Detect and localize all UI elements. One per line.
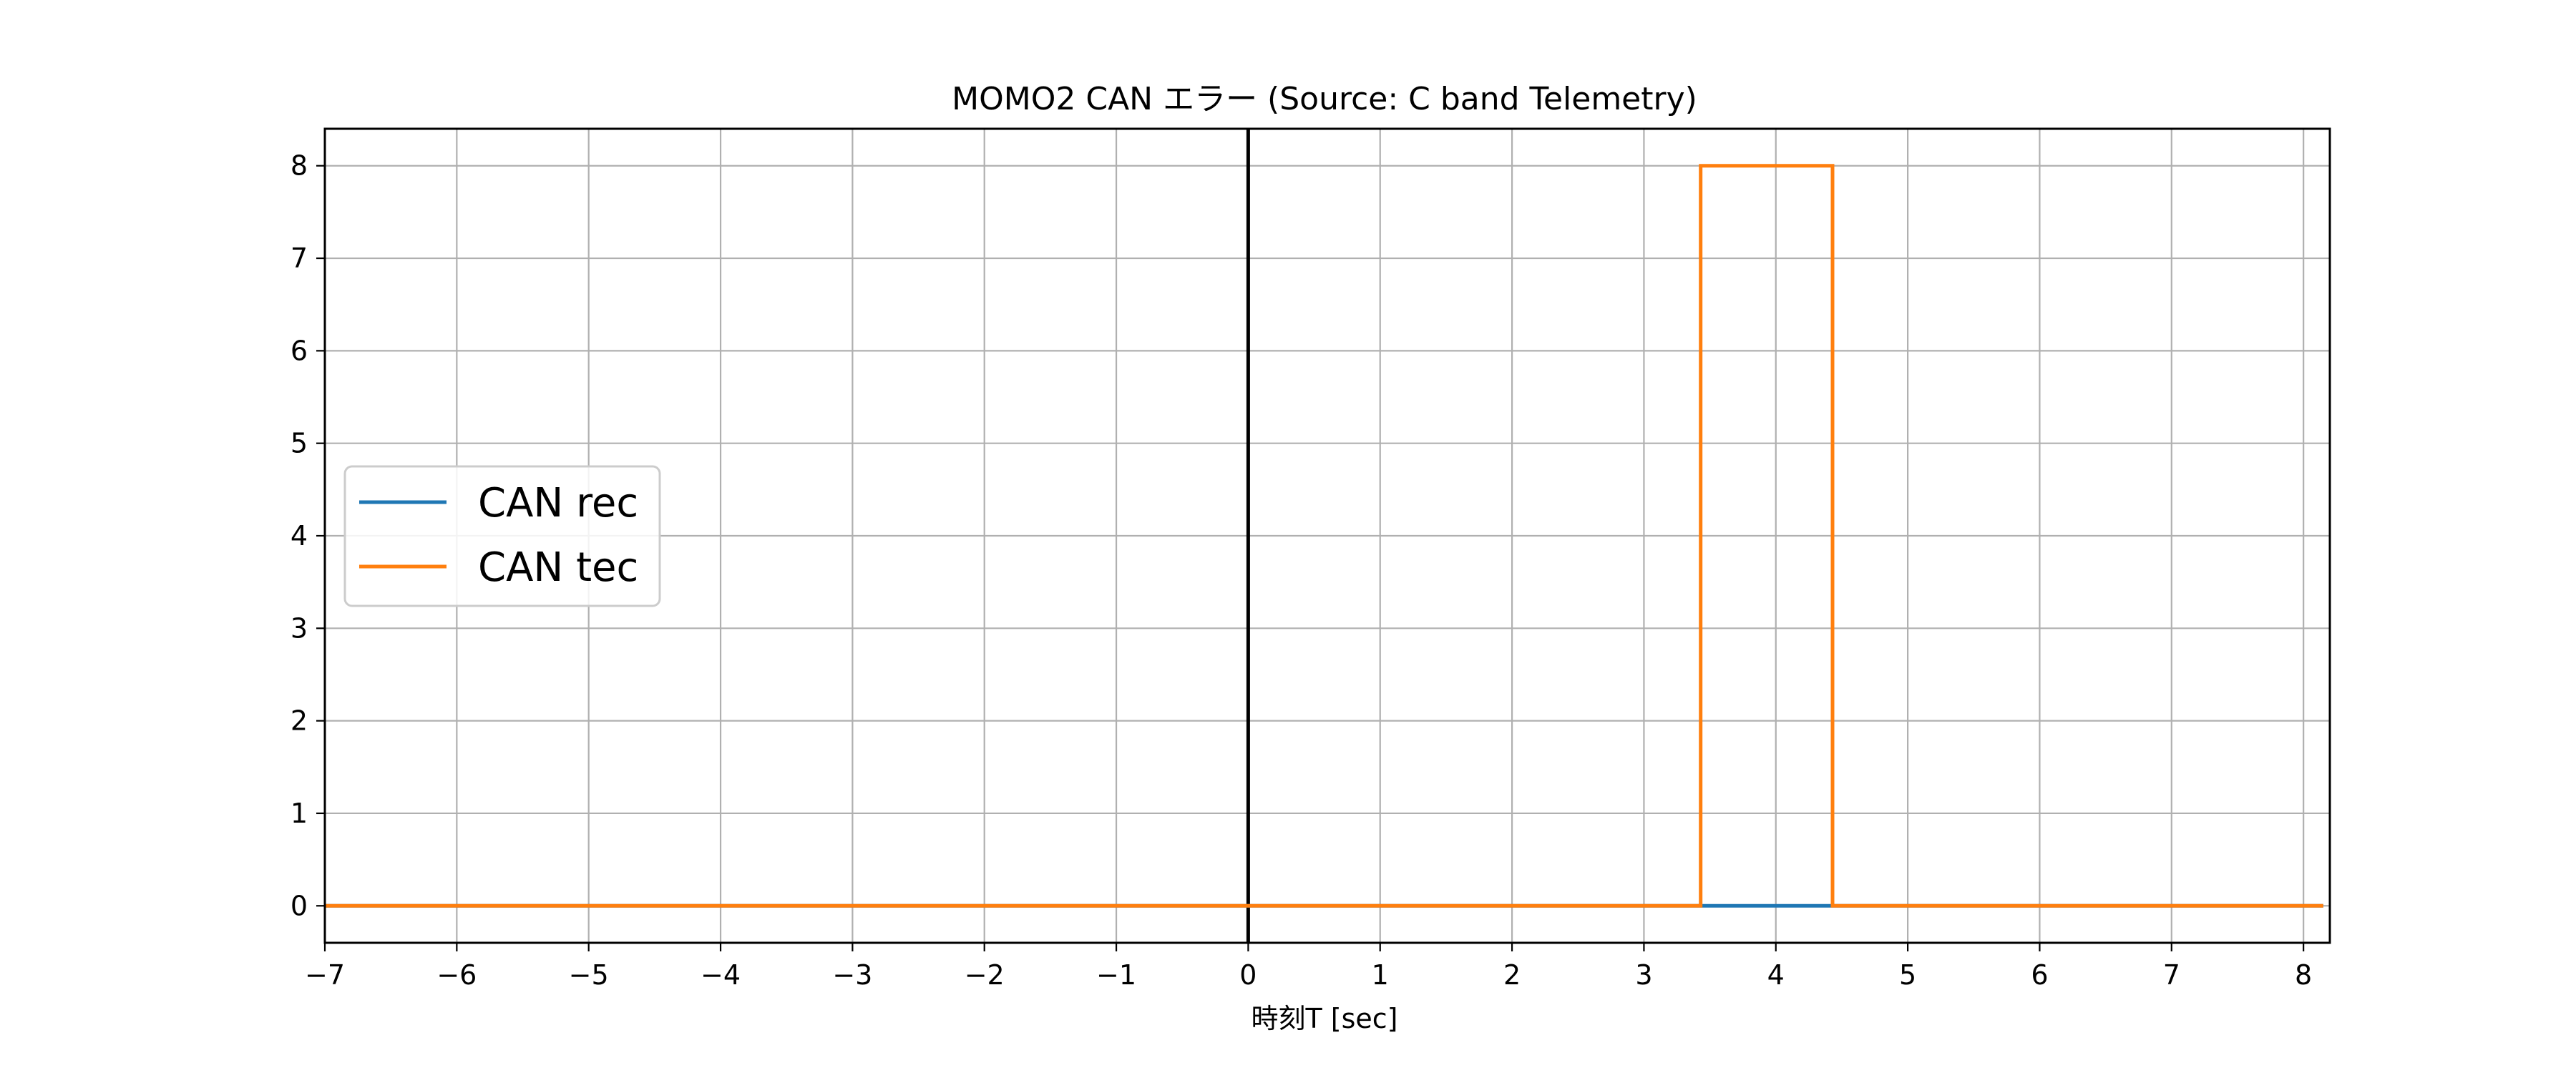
x-tick-label: 0 <box>1239 959 1257 991</box>
x-tick-label: 3 <box>1635 959 1652 991</box>
x-tick-label: −4 <box>701 959 741 991</box>
y-tick-label: 7 <box>291 242 308 274</box>
legend-label: CAN rec <box>478 480 638 526</box>
y-tick-label: 3 <box>291 612 308 644</box>
y-tick-label: 6 <box>291 335 308 366</box>
y-tick-label: 1 <box>291 798 308 829</box>
series-line-can-tec <box>325 164 2323 908</box>
legend-label: CAN tec <box>478 544 638 591</box>
x-tick-label: −7 <box>305 959 345 991</box>
y-tick-label: 5 <box>291 428 308 459</box>
x-tick-label: −5 <box>569 959 609 991</box>
y-tick-label: 8 <box>291 150 308 182</box>
y-tick-label: 2 <box>291 705 308 737</box>
x-tick-label: −1 <box>1096 959 1136 991</box>
series-lines <box>325 164 2323 908</box>
y-tick-label: 0 <box>291 890 308 921</box>
x-tick-label: −6 <box>436 959 477 991</box>
x-tick-label: 8 <box>2295 959 2312 991</box>
x-tick-label: −3 <box>832 959 872 991</box>
x-tick-label: 1 <box>1372 959 1389 991</box>
x-tick-label: 2 <box>1503 959 1521 991</box>
legend: CAN rec CAN tec <box>343 465 661 607</box>
x-tick-label: 6 <box>2031 959 2048 991</box>
chart-title: MOMO2 CAN エラー (Source: C band Telemetry) <box>952 81 1697 117</box>
y-tick-label: 4 <box>291 520 308 552</box>
x-axis-ticks: −7 −6 −5 −4 −3 −2 −1 0 1 2 3 4 5 6 7 8 <box>305 943 2312 991</box>
x-tick-label: 5 <box>1899 959 1916 991</box>
x-tick-label: −2 <box>965 959 1005 991</box>
x-tick-label: 4 <box>1767 959 1785 991</box>
grid <box>323 129 2330 943</box>
x-tick-label: 7 <box>2163 959 2180 991</box>
y-axis-ticks: 0 1 2 3 4 5 6 7 8 <box>291 150 325 921</box>
x-axis-label: 時刻T [sec] <box>1251 1003 1397 1034</box>
